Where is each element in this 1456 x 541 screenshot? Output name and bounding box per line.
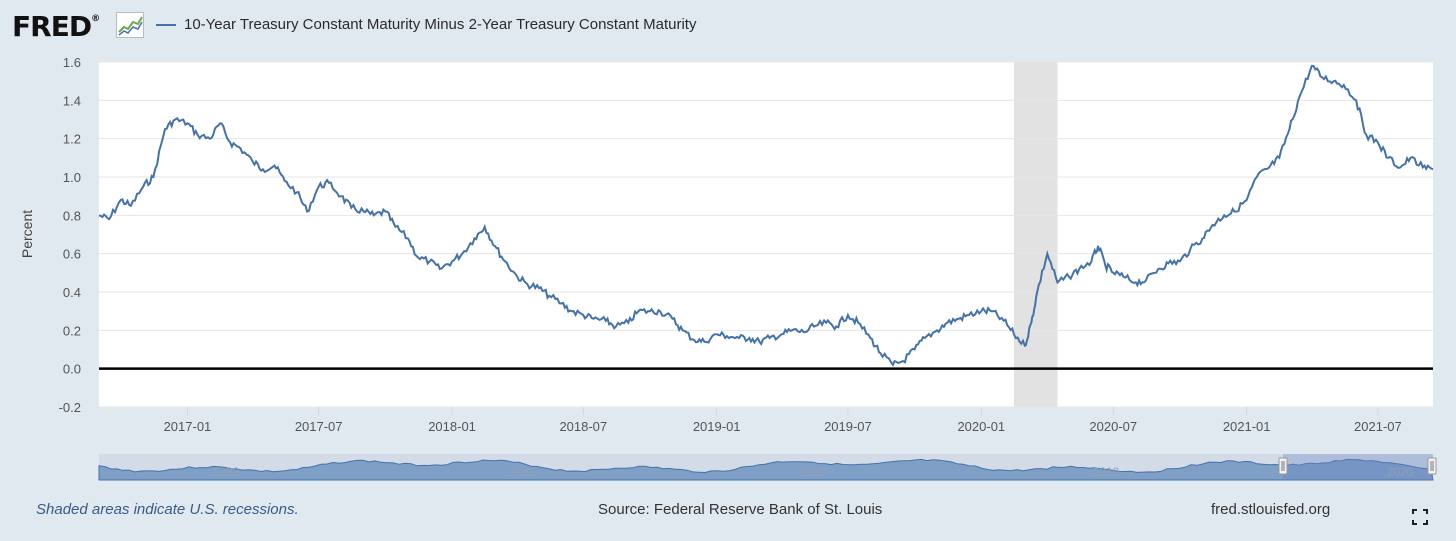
y-tick-label: 0.6 — [63, 247, 81, 262]
x-tick-label: 2017-01 — [164, 419, 212, 434]
navigator-year-label: 2010 — [1093, 465, 1120, 479]
legend-swatch — [156, 23, 176, 26]
site-link[interactable]: fred.stlouisfed.org — [1211, 501, 1331, 518]
recession-note: Shaded areas indicate U.S. recessions. — [36, 501, 299, 518]
y-tick-label: 1.0 — [63, 170, 81, 185]
y-tick-label: 0.4 — [63, 285, 81, 300]
chart-header: FRED® 10-Year Treasury Constant Maturity… — [12, 6, 1442, 46]
navigator[interactable]: 1980 1990 2000 2010 2020 — [98, 454, 1437, 481]
navigator-selection[interactable] — [1283, 454, 1433, 480]
fred-logo-reg: ® — [91, 14, 100, 24]
navigator-year-label: 1990 — [506, 465, 533, 479]
recession-band — [1013, 62, 1058, 407]
x-tick-label: 2019-07 — [824, 419, 872, 434]
fullscreen-icon[interactable] — [1412, 509, 1428, 525]
recession-shading — [1013, 62, 1058, 407]
legend-series-label: 10-Year Treasury Constant Maturity Minus… — [184, 16, 697, 33]
chart-legend[interactable]: 10-Year Treasury Constant Maturity Minus… — [156, 16, 696, 33]
navigator-labels: 1980 1990 2000 2010 2020 — [213, 465, 1414, 479]
fred-logo-chart-icon — [116, 12, 144, 38]
series-line[interactable] — [98, 64, 1434, 367]
x-tick-label: 2018-07 — [559, 419, 607, 434]
x-tick-label: 2018-01 — [428, 419, 476, 434]
source-text: Source: Federal Reserve Bank of St. Loui… — [598, 501, 883, 518]
y-tick-label: 1.4 — [63, 93, 81, 108]
navigator-left-handle[interactable] — [1278, 457, 1288, 475]
y-tick-label: 0.0 — [63, 362, 81, 377]
plot-background — [99, 62, 1433, 407]
y-tick-label: -0.2 — [59, 400, 81, 415]
fred-logo-text: FRED — [12, 10, 92, 43]
navigator-year-label: 2020 — [1387, 465, 1414, 479]
fred-logo[interactable]: FRED® — [12, 10, 100, 43]
chart: -0.20.00.20.40.60.81.01.21.41.6 2017-01 2… — [19, 55, 1437, 481]
y-axis-label: Percent — [19, 210, 35, 258]
x-tick-label: 2020-07 — [1089, 419, 1137, 434]
x-tick-label: 2019-01 — [693, 419, 741, 434]
x-tick-label: 2021-01 — [1223, 419, 1271, 434]
y-tick-label: 0.2 — [63, 323, 81, 338]
x-tick-label: 2020-01 — [957, 419, 1005, 434]
x-tick-label: 2021-07 — [1354, 419, 1402, 434]
navigator-year-label: 1980 — [213, 465, 240, 479]
y-tick-label: 1.2 — [63, 132, 81, 147]
y-tick-label: 0.8 — [63, 208, 81, 223]
y-axis-ticks: -0.2 0.0 0.2 0.4 0.6 0.8 1.0 1.2 1.4 1.6 — [59, 55, 81, 415]
x-tick-label: 2017-07 — [295, 419, 343, 434]
y-tick-label: 1.6 — [63, 55, 81, 70]
navigator-year-label: 2000 — [799, 465, 826, 479]
navigator-area — [98, 458, 1434, 481]
x-axis-ticks: 2017-01 2017-07 2018-01 2018-07 2019-01 2019-… — [164, 407, 1402, 434]
navigator-right-handle[interactable] — [1427, 457, 1437, 475]
